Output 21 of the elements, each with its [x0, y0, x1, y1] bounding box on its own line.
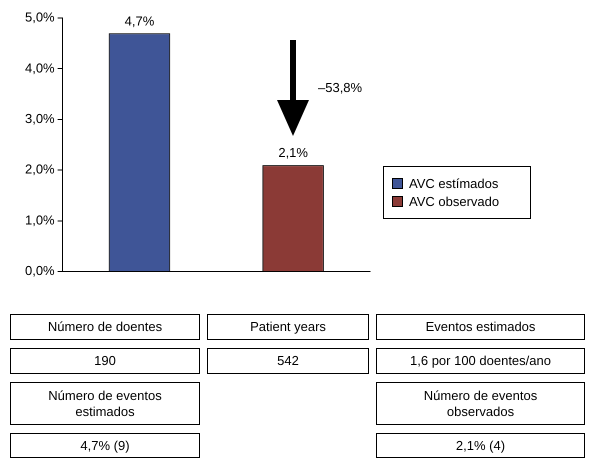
y-tick-label: 4,0%: [24, 60, 56, 76]
text: Número de eventos observados: [376, 382, 585, 425]
text: Número de eventos estimados: [10, 382, 200, 425]
data-label: 2,1%: [278, 145, 308, 160]
text: 2,1% (4): [376, 433, 585, 458]
legend-label: AVC estímados: [409, 176, 498, 191]
text: 4,7% (9): [10, 433, 200, 458]
text: 542: [207, 348, 369, 374]
text: Patient years: [207, 314, 369, 340]
y-tick-label: 2,0%: [24, 162, 56, 177]
legend-label: AVC observado: [409, 194, 500, 209]
y-tick-label: 3,0%: [24, 111, 56, 126]
text: Número de doentes: [10, 314, 200, 340]
text: 190: [10, 348, 200, 374]
text: 1,6 por 100 doentes/ano: [376, 348, 585, 374]
y-tick-label: 1,0%: [24, 212, 56, 228]
y-tick-label: 0,0%: [24, 263, 56, 278]
data-label: 4,7%: [124, 13, 155, 28]
annotation: –53,8%: [318, 80, 362, 95]
y-tick-label: 5,0%: [24, 10, 56, 25]
text: Eventos estimados: [376, 314, 585, 340]
